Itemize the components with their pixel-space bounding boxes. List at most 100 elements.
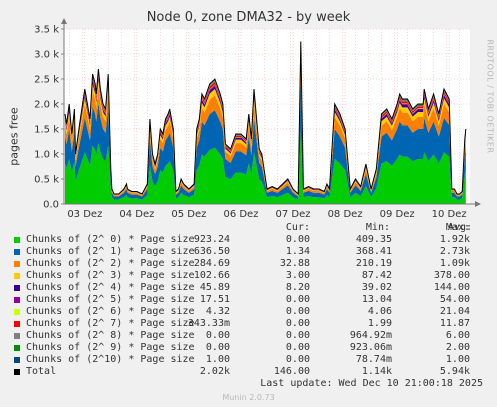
legend-value: 210.19 xyxy=(355,258,392,269)
x-tick-label: 10 Dez xyxy=(432,209,467,220)
x-tick-label: 09 Dez xyxy=(380,209,415,220)
legend-value: 284.69 xyxy=(193,258,230,269)
legend-value: 78.74m xyxy=(355,354,392,365)
area-series-2 xyxy=(65,62,466,197)
legend-value: 102.66 xyxy=(193,270,230,281)
legend-value: 636.50 xyxy=(193,246,230,257)
area-series-1 xyxy=(65,82,466,200)
legend-value: 0.00 xyxy=(285,306,310,317)
legend-series-name: Chunks of (2^ 2) * Page size xyxy=(26,258,195,269)
legend-row: Chunks of (2^ 0) * Page size 923.24 0.00 40… xyxy=(14,234,484,246)
legend-series-name: Chunks of (2^ 9) * Page size xyxy=(26,342,195,353)
y-tick-label: 0.0 xyxy=(43,200,59,211)
legend-swatch xyxy=(14,321,20,327)
legend-value: 45.89 xyxy=(199,282,230,293)
legend-series-name: Chunks of (2^ 0) * Page size xyxy=(26,234,195,245)
area-series-0 xyxy=(65,130,466,204)
legend-value: 0.00 xyxy=(285,294,310,305)
legend-series-name: Chunks of (2^ 3) * Page size xyxy=(26,270,195,281)
y-tick-label: 3.5 k xyxy=(34,25,59,36)
x-tick-label: 03 Dez xyxy=(67,209,102,220)
legend-row: Chunks of (2^ 3) * Page size 102.66 3.00 87… xyxy=(14,270,484,282)
legend-swatch xyxy=(14,345,20,351)
legend-row: Chunks of (2^ 7) * Page size 343.33m 0.00 1… xyxy=(14,318,484,330)
y-tick-label: 1.0 k xyxy=(34,150,59,161)
legend-value: 964.92m xyxy=(349,330,392,341)
y-tick-label: 3.0 k xyxy=(34,50,59,61)
legend-value: 1.09k xyxy=(439,258,470,269)
legend-value: 343.33m xyxy=(187,318,230,329)
legend-value: 409.35 xyxy=(355,234,392,245)
legend-swatch xyxy=(14,261,20,267)
legend-row: Chunks of (2^ 1) * Page size 636.50 1.34 36… xyxy=(14,246,484,258)
y-axis-arrow xyxy=(61,18,67,24)
x-tick-label: 08 Dez xyxy=(328,209,363,220)
legend-value: 87.42 xyxy=(361,270,392,281)
legend-swatch xyxy=(14,357,20,363)
y-tick-label: 2.5 k xyxy=(34,75,59,86)
legend-value: 21.04 xyxy=(439,306,470,317)
x-tick-label: 06 Dez xyxy=(223,209,258,220)
x-tick-label: 07 Dez xyxy=(276,209,311,220)
legend-value: 5.94k xyxy=(439,366,470,377)
legend-value: 2.73k xyxy=(439,246,470,257)
legend-value: 4.06 xyxy=(367,306,392,317)
legend-value: 8.20 xyxy=(285,282,310,293)
legend-header-cur: Cur: xyxy=(285,222,310,233)
legend-row: Total 2.02k 146.00 1.14k 5.94k xyxy=(14,366,484,378)
legend-value: 39.02 xyxy=(361,282,392,293)
legend-row: Chunks of (2^10) * Page size 1.00 0.00 78.7… xyxy=(14,354,484,366)
legend-value: 0.00 xyxy=(205,330,230,341)
legend-value: 13.04 xyxy=(361,294,392,305)
legend-value: 378.00 xyxy=(433,270,470,281)
total-line xyxy=(64,41,467,196)
legend-value: 146.00 xyxy=(273,366,310,377)
legend-value: 17.51 xyxy=(199,294,230,305)
legend-row: Chunks of (2^ 6) * Page size 4.32 0.00 4.06… xyxy=(14,306,484,318)
legend-value: 923.24 xyxy=(193,234,230,245)
legend-swatch xyxy=(14,249,20,255)
legend-value: 11.87 xyxy=(439,318,470,329)
legend-header-avg: Avg: xyxy=(447,222,472,233)
legend-value: 4.32 xyxy=(205,306,230,317)
legend-value: 144.00 xyxy=(433,282,470,293)
legend-swatch xyxy=(14,237,20,243)
legend-swatch xyxy=(14,309,20,315)
legend-series-name: Chunks of (2^ 5) * Page size xyxy=(26,294,195,305)
munin-version: Munin 2.0.73 xyxy=(222,393,275,402)
y-tick-label: 0.5 k xyxy=(34,175,59,186)
legend-value: 3.00 xyxy=(285,270,310,281)
chart-svg: 0.0 0.5 k 1.0 k 1.5 k 2.0 k 2.5 k 3.0 k 3.5 k 03… xyxy=(34,18,481,220)
legend-value: 0.00 xyxy=(285,342,310,353)
legend-swatch xyxy=(14,369,20,375)
legend-header-max: Max: xyxy=(445,222,470,233)
legend-value: 1.00 xyxy=(445,354,470,365)
legend-value: 1.92k xyxy=(439,234,470,245)
last-update: Last update: Wed Dec 10 21:00:18 2025 xyxy=(260,378,483,389)
legend-value: 368.41 xyxy=(355,246,392,257)
legend-row: Chunks of (2^ 9) * Page size 0.00 0.00 923.… xyxy=(14,342,484,354)
legend-series-name: Chunks of (2^ 8) * Page size xyxy=(26,330,195,341)
legend-value: 0.00 xyxy=(285,234,310,245)
legend-series-name: Total xyxy=(26,366,57,377)
legend-row: Chunks of (2^ 2) * Page size 284.69 32.88 2… xyxy=(14,258,484,270)
y-tick-label: 1.5 k xyxy=(34,125,59,136)
legend-value: 1.14k xyxy=(361,366,392,377)
legend-swatch xyxy=(14,273,20,279)
legend-series-name: Chunks of (2^ 1) * Page size xyxy=(26,246,195,257)
legend-value: 1.34 xyxy=(285,246,310,257)
legend-value: 1.99 xyxy=(367,318,392,329)
legend-swatch xyxy=(14,285,20,291)
legend-value: 0.00 xyxy=(205,342,230,353)
legend-row: Chunks of (2^ 8) * Page size 0.00 0.00 964.… xyxy=(14,330,484,342)
legend-row: Chunks of (2^ 5) * Page size 17.51 0.00 13.… xyxy=(14,294,484,306)
legend-value: 923.06m xyxy=(349,342,392,353)
x-tick-label: 05 Dez xyxy=(171,209,206,220)
legend-series-name: Chunks of (2^ 4) * Page size xyxy=(26,282,195,293)
legend-series-name: Chunks of (2^ 7) * Page size xyxy=(26,318,195,329)
legend-value: 32.88 xyxy=(279,258,310,269)
legend-value: 0.00 xyxy=(285,354,310,365)
legend-series-name: Chunks of (2^ 6) * Page size xyxy=(26,306,195,317)
legend-swatch xyxy=(14,333,20,339)
x-axis-arrow xyxy=(475,201,481,207)
